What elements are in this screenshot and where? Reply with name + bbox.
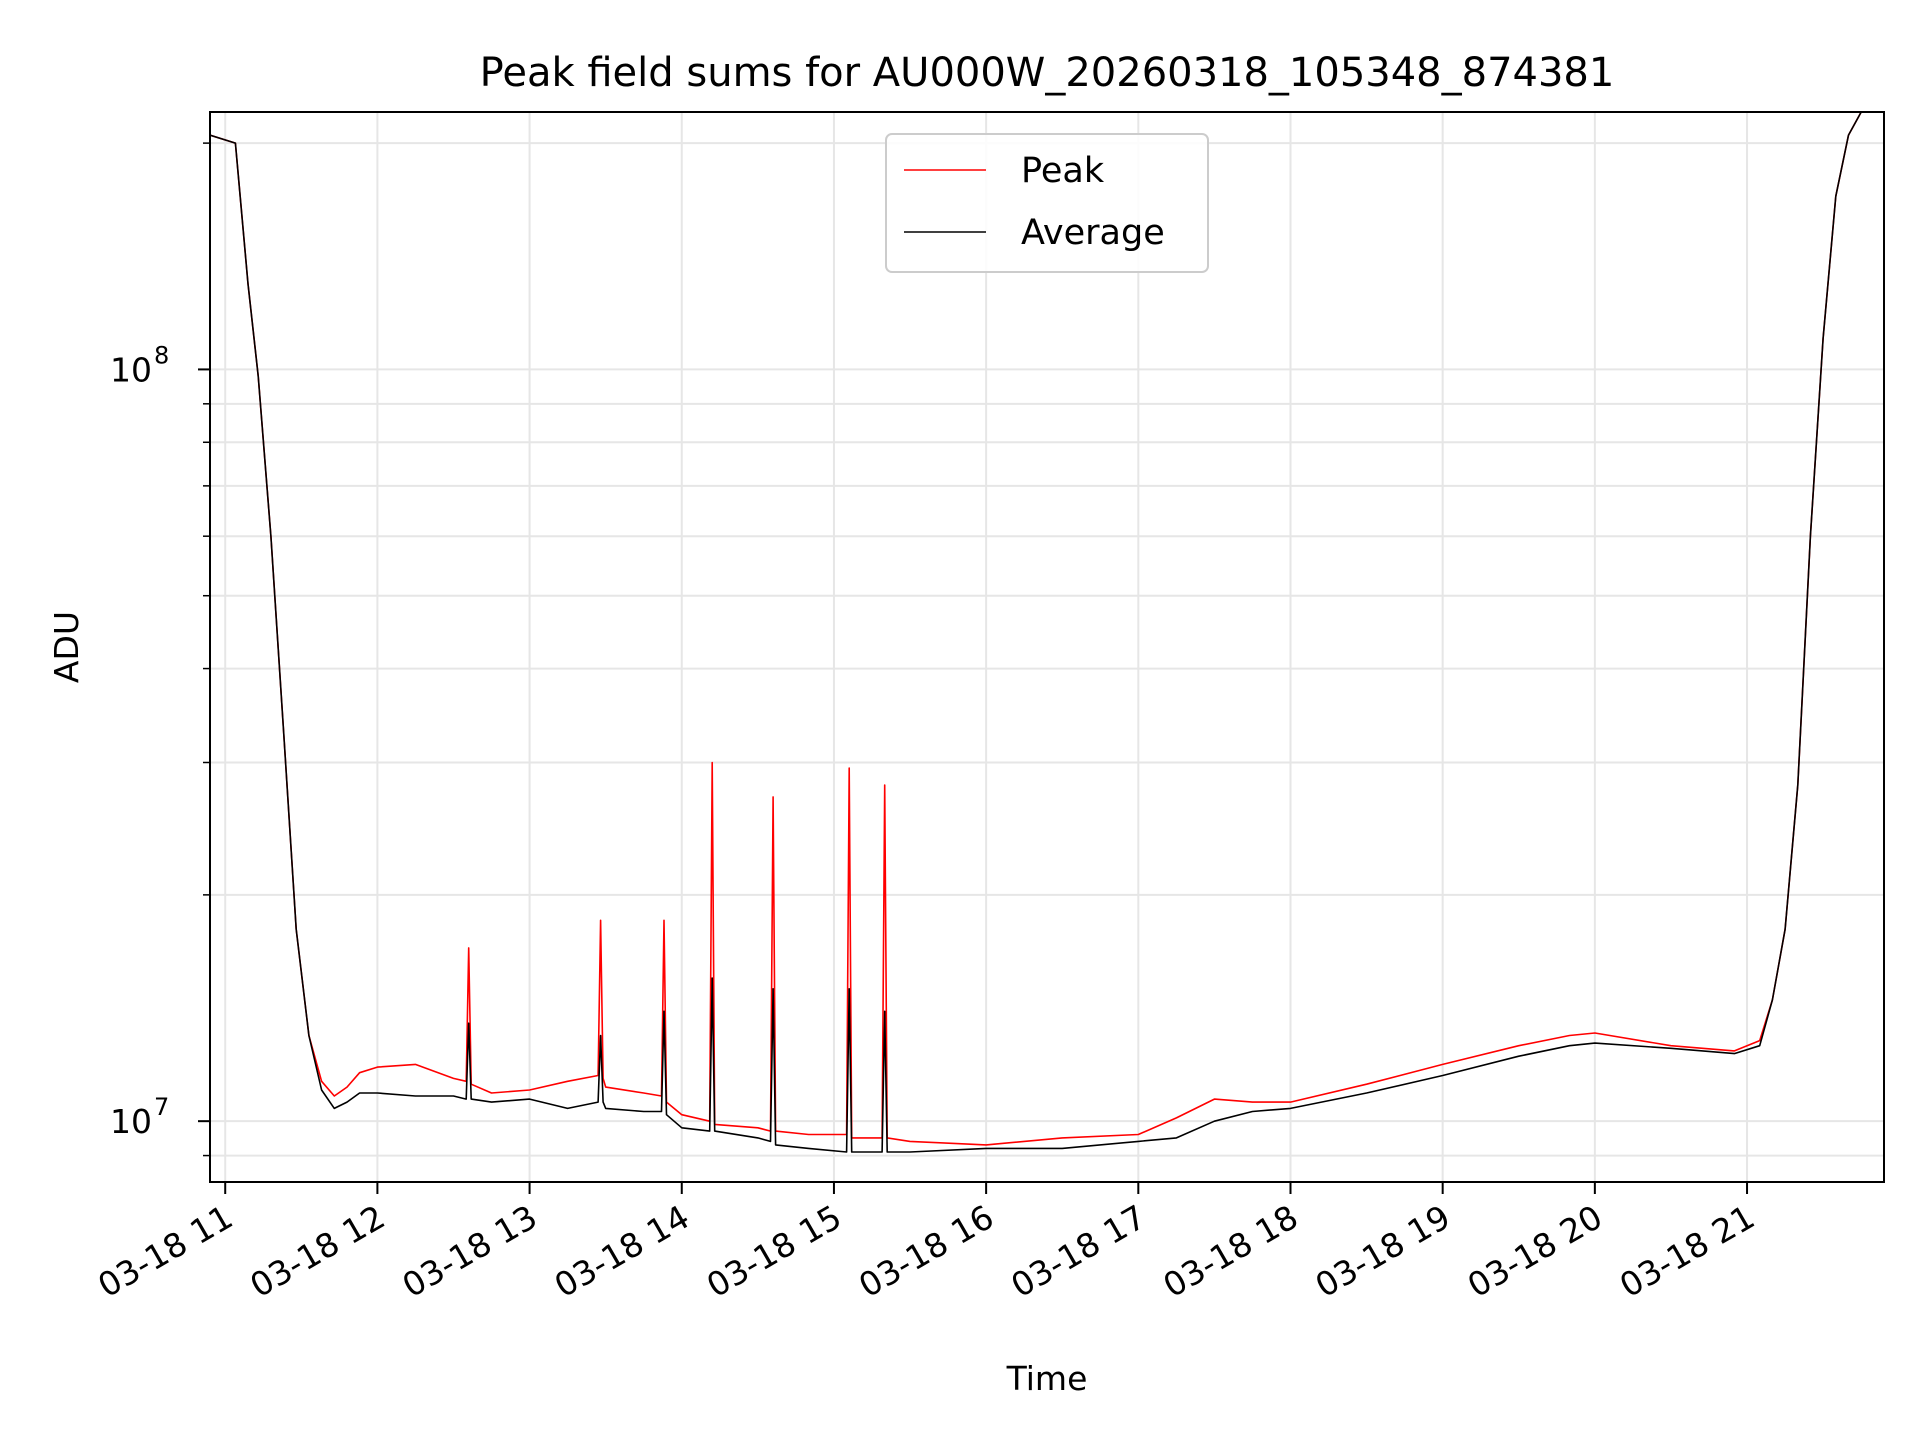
chart-title: Peak field sums for AU000W_20260318_1053… [480,50,1615,96]
plot-area [210,112,1874,1153]
y-tick-label: 10 [110,350,152,389]
series-line-average [210,112,1874,1153]
series-layer [210,112,1874,1153]
plot-frame [209,111,1885,1183]
y-tick-exponent: 8 [154,341,169,369]
y-tick-exponent: 7 [154,1093,169,1121]
y-axis-label: ADU [47,611,86,683]
legend-box [885,133,1209,273]
legend: Peak Average [885,133,1209,273]
y-tick-label: 10 [110,1102,152,1141]
legend-label-peak: Peak [1021,151,1105,191]
legend-label-average: Average [1021,213,1165,253]
x-axis-label: Time [1006,1359,1088,1398]
